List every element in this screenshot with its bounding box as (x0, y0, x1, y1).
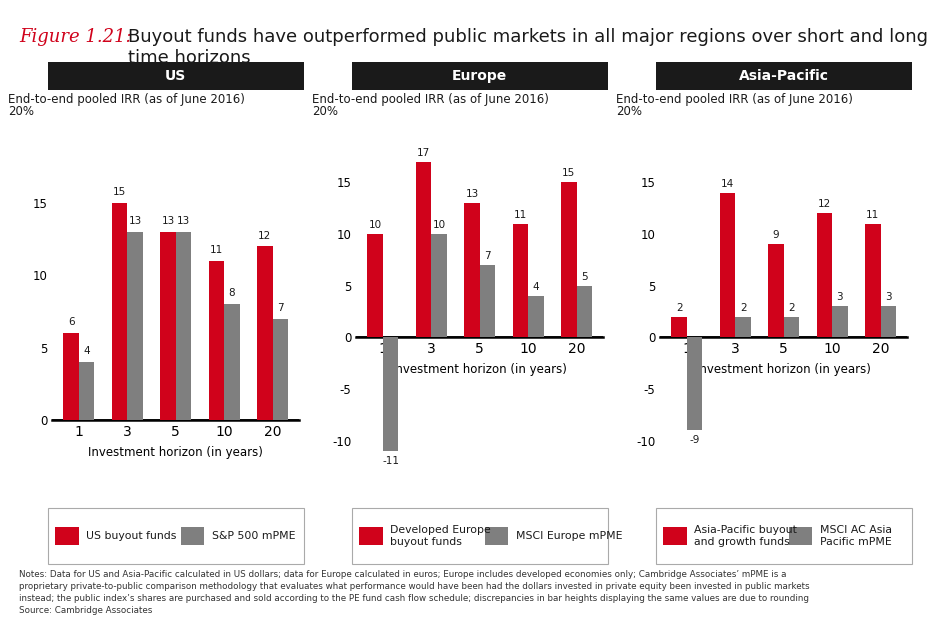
Bar (209, 261, 224, 420)
Text: End-to-end pooled IRR (as of June 2016): End-to-end pooled IRR (as of June 2016) (8, 93, 245, 105)
Text: 2: 2 (675, 303, 682, 313)
Bar (528, 296, 543, 337)
Text: Asia-Pacific: Asia-Pacific (739, 69, 828, 83)
Text: 15: 15 (113, 188, 126, 197)
Text: 11: 11 (866, 209, 880, 220)
Bar (735, 316, 751, 337)
Text: US: US (165, 69, 186, 83)
Text: -11: -11 (382, 456, 399, 466)
Text: 4: 4 (84, 346, 90, 356)
Bar (112, 203, 127, 420)
Bar (577, 286, 592, 337)
Text: 12: 12 (818, 199, 831, 209)
Text: 13: 13 (162, 216, 175, 226)
Bar (368, 234, 383, 337)
Text: 3: 3 (837, 292, 844, 302)
Text: 2: 2 (788, 303, 795, 313)
Text: Figure 1.21:: Figure 1.21: (19, 28, 132, 46)
Text: 7: 7 (484, 251, 491, 261)
Bar (465, 203, 480, 337)
Text: 10: 10 (369, 220, 382, 230)
Bar (881, 307, 896, 337)
Text: 17: 17 (417, 148, 430, 158)
Text: 13: 13 (177, 216, 190, 226)
Text: -9: -9 (690, 435, 700, 445)
Text: 2: 2 (740, 303, 747, 313)
Bar (720, 193, 735, 337)
Bar (687, 337, 702, 430)
X-axis label: Investment horizon (in years): Investment horizon (in years) (696, 363, 871, 376)
Bar (769, 244, 784, 337)
Text: 15: 15 (562, 168, 576, 178)
Bar (817, 214, 832, 337)
Bar (161, 232, 176, 420)
Text: US buyout funds: US buyout funds (86, 531, 177, 541)
Bar (561, 183, 577, 337)
Bar (257, 247, 273, 420)
Text: 4: 4 (533, 282, 540, 292)
Text: MSCI AC Asia
Pacific mPME: MSCI AC Asia Pacific mPME (820, 525, 892, 547)
Text: 14: 14 (721, 179, 734, 189)
X-axis label: Investment horizon (in years): Investment horizon (in years) (392, 363, 567, 376)
Text: 20%: 20% (616, 105, 642, 118)
Bar (176, 232, 191, 420)
Bar (672, 316, 687, 337)
Text: End-to-end pooled IRR (as of June 2016): End-to-end pooled IRR (as of June 2016) (312, 93, 549, 105)
Text: 7: 7 (277, 303, 284, 313)
Text: Europe: Europe (452, 69, 507, 83)
Bar (480, 265, 495, 337)
Text: Developed Europe
buyout funds: Developed Europe buyout funds (390, 525, 491, 547)
Text: 12: 12 (258, 231, 272, 240)
Text: 11: 11 (514, 209, 527, 220)
Text: 10: 10 (432, 220, 446, 230)
X-axis label: Investment horizon (in years): Investment horizon (in years) (88, 445, 263, 459)
Text: 20%: 20% (312, 105, 338, 118)
Bar (383, 337, 398, 451)
Text: 13: 13 (128, 216, 142, 226)
Text: Buyout funds have outperformed public markets in all major regions over short an: Buyout funds have outperformed public ma… (128, 28, 928, 67)
Text: End-to-end pooled IRR (as of June 2016): End-to-end pooled IRR (as of June 2016) (616, 93, 853, 105)
Text: 11: 11 (210, 245, 223, 255)
Bar (431, 234, 446, 337)
Text: 13: 13 (466, 189, 479, 199)
Text: Notes: Data for US and Asia-Pacific calculated in US dollars; data for Europe ca: Notes: Data for US and Asia-Pacific calc… (19, 570, 809, 616)
Text: 3: 3 (885, 292, 892, 302)
Bar (416, 162, 431, 337)
Bar (127, 232, 142, 420)
Text: 5: 5 (581, 272, 588, 282)
Bar (273, 319, 288, 420)
Text: MSCI Europe mPME: MSCI Europe mPME (516, 531, 622, 541)
Text: 8: 8 (229, 288, 236, 298)
Text: Asia-Pacific buyout
and growth funds: Asia-Pacific buyout and growth funds (694, 525, 797, 547)
Text: 9: 9 (772, 231, 779, 240)
Text: 6: 6 (67, 317, 74, 328)
Bar (64, 333, 79, 420)
Bar (865, 224, 881, 337)
Bar (513, 224, 528, 337)
Text: 20%: 20% (8, 105, 34, 118)
Bar (224, 304, 239, 420)
Bar (784, 316, 799, 337)
Text: S&P 500 mPME: S&P 500 mPME (212, 531, 295, 541)
Bar (79, 362, 94, 420)
Bar (832, 307, 847, 337)
